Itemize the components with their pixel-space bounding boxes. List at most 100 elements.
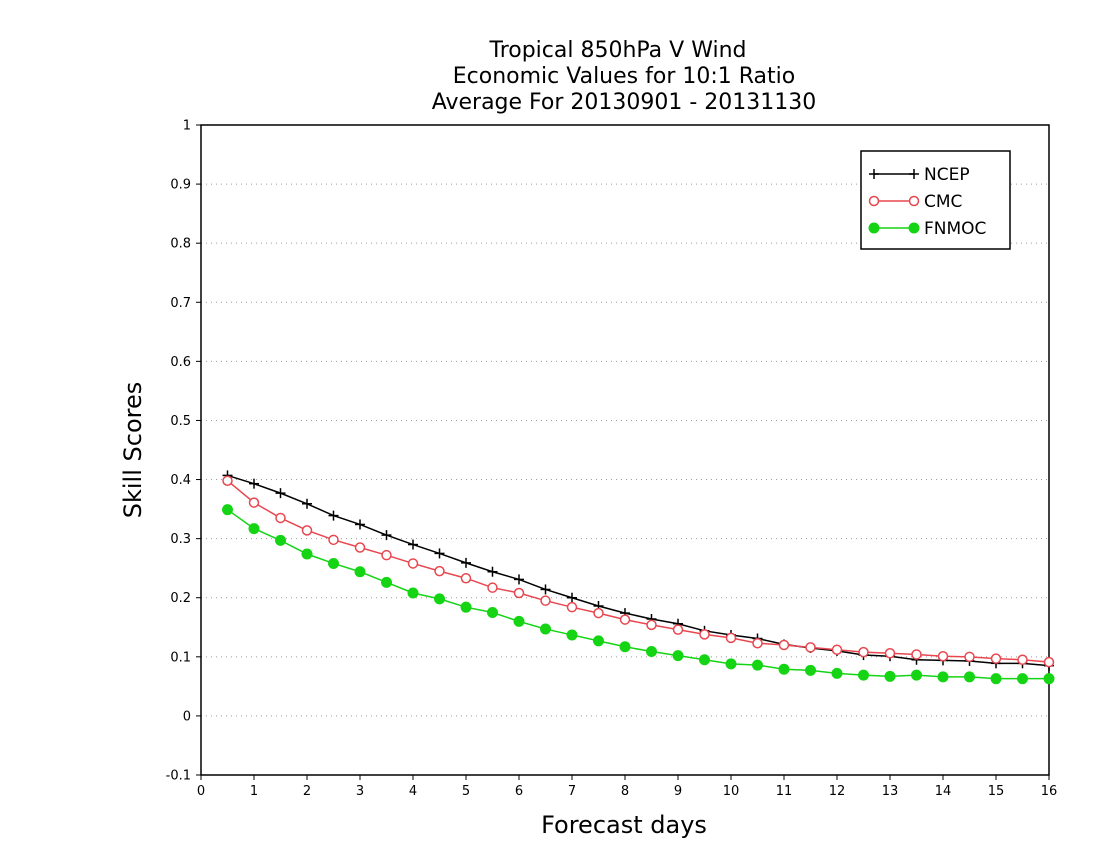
x-axis-title: Forecast days — [541, 811, 707, 839]
x-tick-label: 10 — [723, 784, 740, 799]
axes: -0.100.10.20.30.40.50.60.70.80.910 1 2 3 4 5 6… — [166, 119, 1058, 800]
x-tick-label: 1 — [250, 784, 258, 799]
series-line — [227, 509, 1049, 680]
data-point — [725, 658, 737, 670]
data-point — [884, 648, 896, 659]
data-point — [275, 534, 286, 546]
data-point — [805, 664, 816, 676]
data-point — [381, 576, 392, 588]
data-point — [222, 504, 233, 516]
data-point — [302, 498, 312, 509]
series-layer — [222, 470, 1055, 685]
x-tick-label: 7 — [568, 784, 576, 799]
data-point — [540, 584, 551, 595]
data-point — [434, 565, 445, 577]
data-point — [381, 530, 392, 541]
data-point — [355, 519, 365, 530]
chart-title-line-2: Economic Values for 10:1 Ratio — [453, 64, 795, 89]
data-point — [908, 195, 920, 207]
data-point — [1017, 673, 1028, 685]
series-cmc — [222, 475, 1055, 668]
data-point — [619, 614, 631, 625]
x-tick-label: 16 — [1041, 784, 1058, 799]
data-point — [831, 667, 843, 679]
data-point — [248, 497, 260, 508]
data-point — [275, 512, 286, 524]
data-point — [964, 671, 975, 683]
data-point — [354, 566, 366, 578]
series-ncep — [222, 470, 1054, 671]
data-point — [434, 593, 445, 605]
data-point — [990, 653, 1002, 664]
data-point — [911, 649, 922, 660]
data-point — [567, 592, 577, 603]
data-point — [328, 534, 339, 546]
data-point — [407, 587, 419, 599]
data-point — [222, 475, 233, 486]
data-point — [460, 601, 472, 613]
legend-box — [860, 150, 1011, 250]
data-point — [460, 572, 472, 584]
data-point — [487, 566, 498, 577]
series-fnmoc — [222, 504, 1055, 685]
data-point — [908, 222, 920, 234]
data-point — [487, 607, 498, 618]
data-point — [301, 548, 313, 560]
y-tick-label: 0.7 — [170, 296, 191, 311]
data-point — [805, 642, 816, 653]
data-point — [487, 582, 498, 593]
data-point — [646, 646, 657, 657]
data-point — [831, 644, 843, 655]
data-point — [434, 548, 445, 559]
data-point — [513, 587, 525, 599]
y-tick-label: 0.8 — [170, 237, 191, 252]
data-point — [619, 641, 631, 653]
data-point — [461, 557, 471, 568]
y-tick-label: 0.5 — [170, 414, 191, 429]
x-tick-label: 12 — [829, 784, 846, 799]
data-point — [964, 651, 975, 663]
data-point — [868, 195, 880, 207]
data-point — [672, 624, 684, 635]
data-point — [593, 635, 604, 647]
grid-lines — [201, 183, 1049, 717]
legend: NCEP CMC FNMOC — [860, 150, 1011, 250]
legend-item-cmc: CMC — [868, 192, 962, 212]
y-tick-label: 0.2 — [170, 591, 191, 606]
chart-title-line-1: Tropical 850hPa V Wind — [488, 38, 746, 63]
data-point — [778, 663, 790, 675]
data-point — [328, 557, 339, 569]
y-tick-label: 1 — [183, 119, 191, 134]
data-point — [1043, 656, 1055, 668]
data-point — [869, 169, 879, 179]
y-tick-label: 0.6 — [170, 355, 191, 370]
data-point — [249, 478, 259, 489]
y-tick-label: -0.1 — [166, 769, 191, 784]
x-tick-label: 9 — [674, 784, 682, 799]
data-point — [752, 659, 763, 671]
data-point — [858, 646, 869, 658]
y-tick-label: 0.4 — [170, 473, 191, 488]
x-tick-label: 8 — [621, 784, 629, 799]
y-tick-label: 0.3 — [170, 532, 191, 547]
legend-label: NCEP — [924, 165, 970, 185]
data-point — [566, 629, 578, 641]
legend-label: FNMOC — [924, 219, 986, 239]
data-point — [540, 623, 551, 635]
data-point — [911, 669, 922, 681]
y-tick-label: 0.9 — [170, 178, 191, 193]
data-point — [275, 488, 286, 499]
x-tick-label: 11 — [776, 784, 793, 799]
y-tick-label: 0 — [183, 709, 191, 724]
data-point — [909, 169, 919, 179]
data-point — [778, 639, 790, 651]
x-tick-label: 14 — [935, 784, 952, 799]
data-point — [937, 650, 949, 662]
data-point — [699, 629, 710, 640]
y-tick-label: 0.1 — [170, 650, 191, 665]
x-tick-label: 13 — [882, 784, 899, 799]
data-point — [990, 673, 1002, 685]
data-point — [540, 595, 551, 606]
series-line — [227, 480, 1050, 663]
